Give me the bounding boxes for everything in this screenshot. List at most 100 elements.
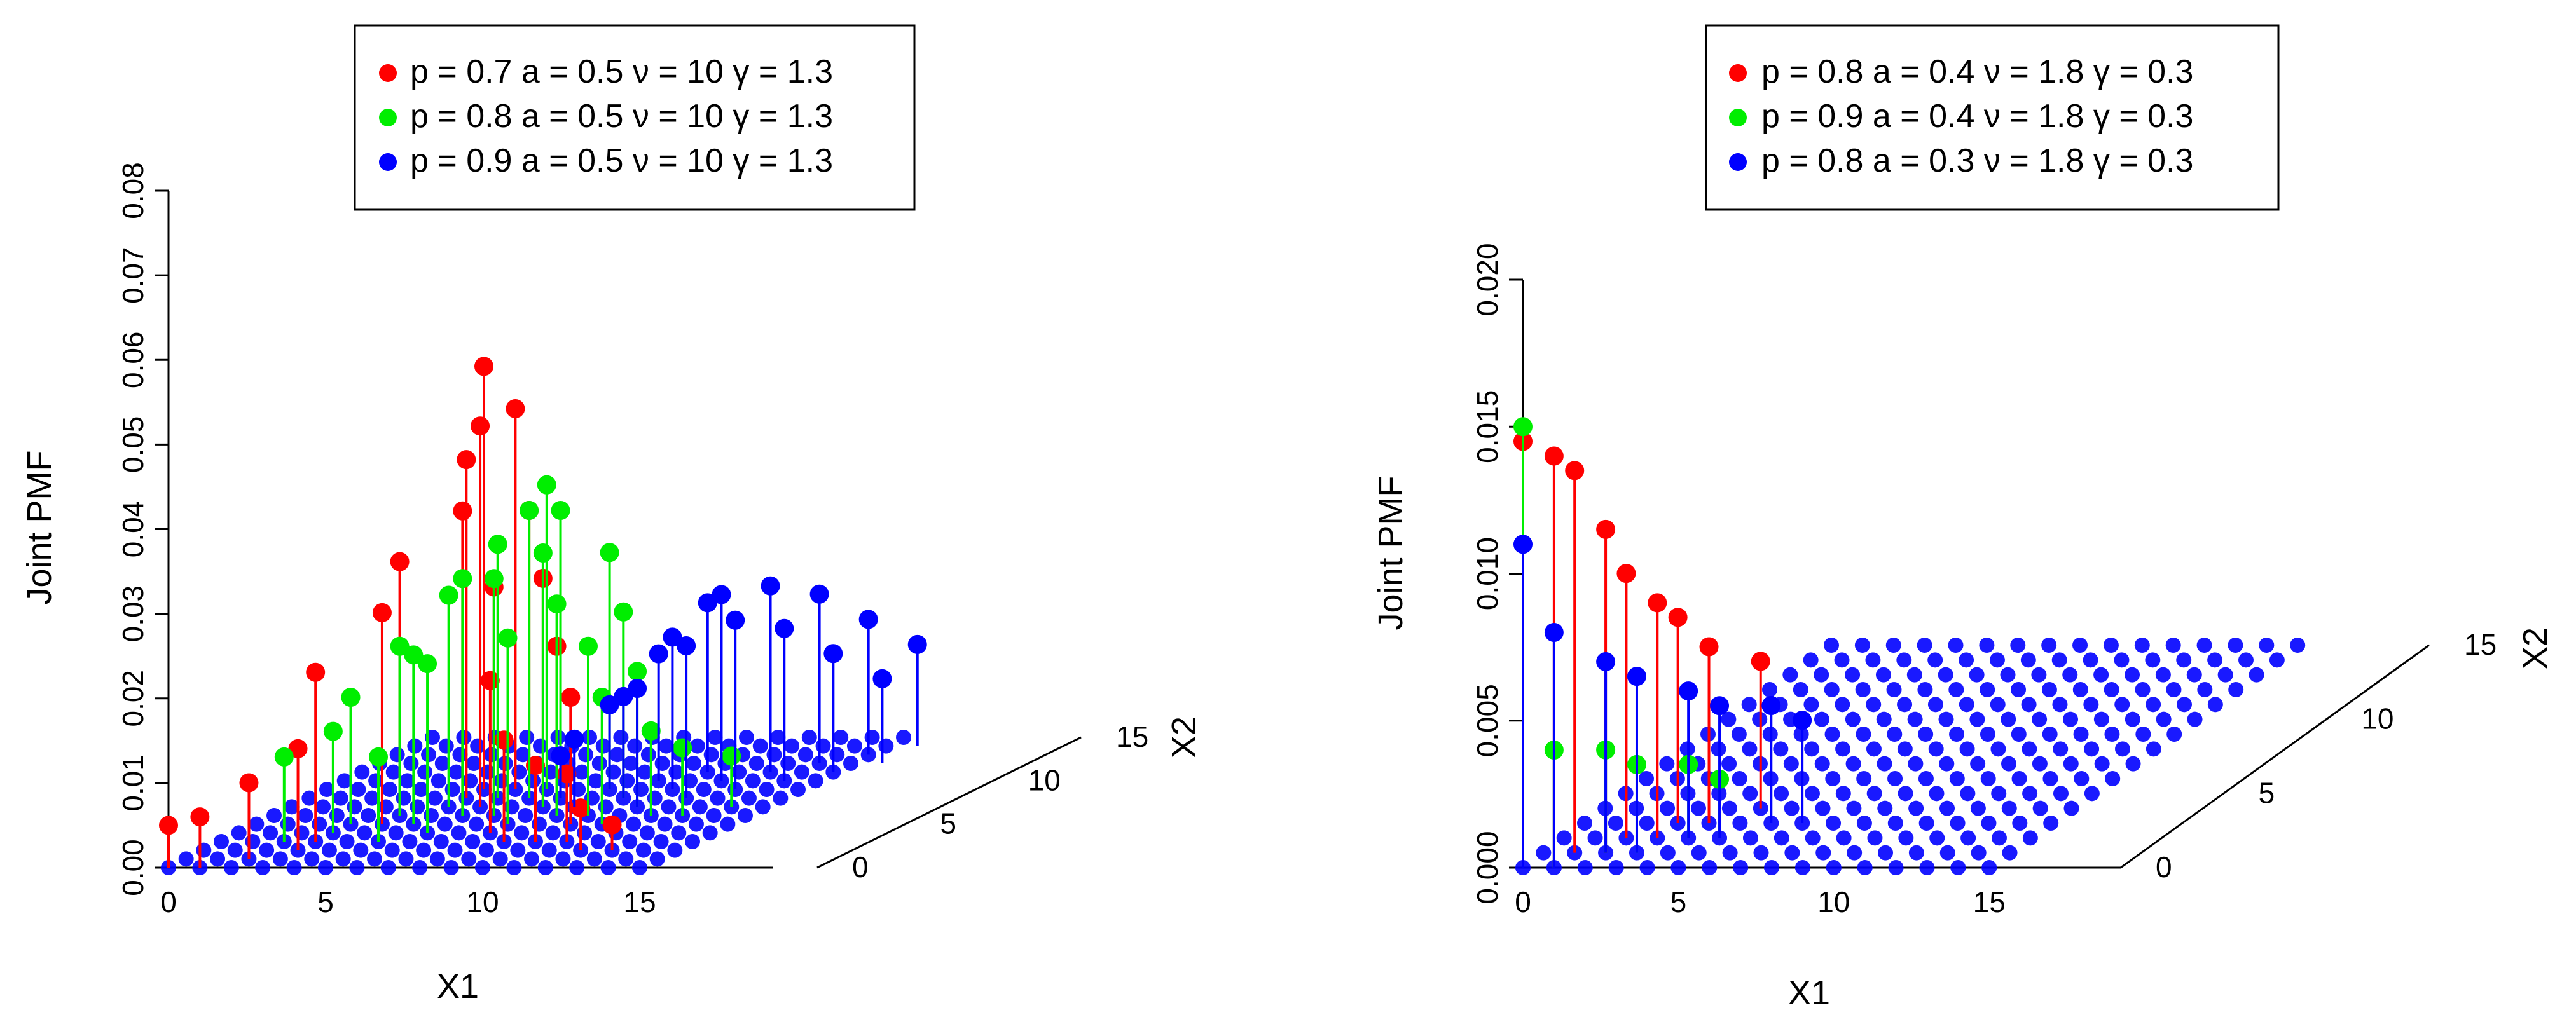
left-floor-point (755, 799, 771, 815)
right-floor-point (2053, 786, 2069, 802)
left-floor-point (626, 816, 642, 832)
left-floor-point (864, 730, 880, 745)
right-floor-point (1885, 638, 1901, 653)
left-point-green-7 (488, 535, 507, 554)
right-floor-point (2011, 682, 2027, 697)
left-point-blue-16 (872, 669, 892, 688)
right-floor-point (1960, 786, 1976, 802)
right-legend: p = 0.8 a = 0.4 ν = 1.8 γ = 0.3 p = 0.9 … (1705, 24, 2280, 211)
left-floor-point (829, 747, 845, 763)
left-floor-point (524, 851, 540, 867)
left-floor-point (613, 730, 629, 745)
left-z-ticks: 0.00 0.01 0.02 0.03 0.04 0.05 0.06 0.07 0.08 (116, 162, 169, 896)
right-floor-point (2072, 638, 2088, 653)
left-point-green-0 (274, 747, 294, 767)
left-floor-point (210, 851, 226, 867)
left-floor-point (632, 860, 647, 875)
right-floor-point (1659, 756, 1675, 772)
right-point-red-2 (1565, 461, 1585, 481)
left-point-red-5 (372, 603, 392, 622)
left-floor-point (227, 842, 243, 858)
right-point-blue-0 (1513, 535, 1533, 554)
left-z-tick-label-1: 0.01 (116, 754, 149, 812)
right-floor-point (2269, 652, 2285, 668)
left-floor-point (336, 773, 352, 789)
left-floor-point (478, 842, 494, 858)
left-point-red-7 (457, 450, 476, 470)
left-floor-point (339, 834, 355, 849)
left-legend-marker-1 (379, 64, 397, 82)
right-point-red-1 (1544, 446, 1564, 466)
left-floor-point (350, 782, 366, 797)
left-point-blue-0 (551, 746, 570, 766)
right-floor-point (1991, 830, 2007, 846)
right-floor-point (1639, 860, 1655, 875)
right-point-red-6 (1668, 608, 1688, 627)
left-point-blue-3 (614, 686, 633, 706)
left-point-red-18 (526, 756, 545, 775)
right-floor-point (1959, 741, 1975, 757)
right-floor-point (1888, 860, 1904, 875)
left-floor-point (318, 860, 333, 875)
right-floor-point (2166, 727, 2182, 742)
left-floor-point (682, 773, 698, 789)
left-point-blue-13 (809, 584, 829, 604)
right-y-axis (2120, 644, 2430, 869)
right-floor-point (2032, 756, 2048, 772)
left-floor-point (667, 842, 683, 858)
right-series-green (1513, 417, 1730, 868)
left-floor-point (689, 738, 705, 754)
left-floor-point (384, 842, 400, 858)
left-point-blue-4 (649, 644, 668, 664)
left-legend-marker-2 (379, 109, 397, 126)
right-floor-point (2001, 756, 2017, 772)
right-floor-point (1939, 845, 1955, 861)
left-series-blue (551, 576, 927, 807)
right-floor-point (2022, 830, 2038, 846)
left-floor-point (661, 799, 677, 815)
left-floor-point (688, 816, 704, 832)
right-floor-point (1608, 816, 1623, 831)
right-floor-point (2166, 682, 2182, 697)
right-legend-marker-2 (1729, 109, 1747, 126)
right-y-axis-label: X2 (2516, 627, 2554, 669)
right-floor-point (1856, 727, 1871, 742)
left-y-tick-label-2: 10 (1028, 763, 1061, 796)
left-point-green-21 (628, 662, 647, 681)
left-floor-point (647, 790, 663, 806)
right-point-blue-1 (1544, 623, 1564, 642)
right-floor-point (1854, 638, 1870, 653)
right-floor-point (2083, 652, 2098, 668)
right-floor-point (1875, 667, 1891, 683)
left-floor-point (443, 860, 459, 875)
right-floor-point (2093, 667, 2109, 683)
right-floor-point (1794, 860, 1810, 875)
left-point-green-18 (579, 636, 598, 656)
left-floor-point (333, 790, 348, 806)
left-floor-point (417, 764, 433, 780)
right-floor-point (1834, 652, 1850, 668)
left-floor-point (349, 860, 365, 875)
right-floor-point (1927, 697, 1943, 713)
right-floor-point (2094, 756, 2110, 772)
right-floor-point (1950, 860, 1966, 875)
right-floor-point (1805, 830, 1821, 846)
left-point-red-3 (288, 739, 308, 758)
left-floor-point (637, 764, 652, 780)
right-floor-point (1950, 816, 1966, 831)
left-point-blue-9 (712, 585, 731, 604)
right-floor-point (2135, 727, 2151, 742)
left-floor-point (748, 756, 764, 771)
left-floor-point (578, 747, 594, 763)
right-floor-point (1918, 816, 1934, 831)
left-point-green-13 (551, 501, 570, 521)
left-floor-point (635, 842, 651, 858)
right-floor-point (1824, 682, 1840, 697)
left-floor-point (347, 799, 362, 815)
left-series-green (274, 475, 741, 842)
right-floor-point (2228, 638, 2243, 653)
left-floor-point (541, 842, 557, 858)
left-floor-point (504, 799, 520, 815)
right-floor-point (2207, 652, 2223, 668)
right-floor-point (2043, 816, 2059, 831)
